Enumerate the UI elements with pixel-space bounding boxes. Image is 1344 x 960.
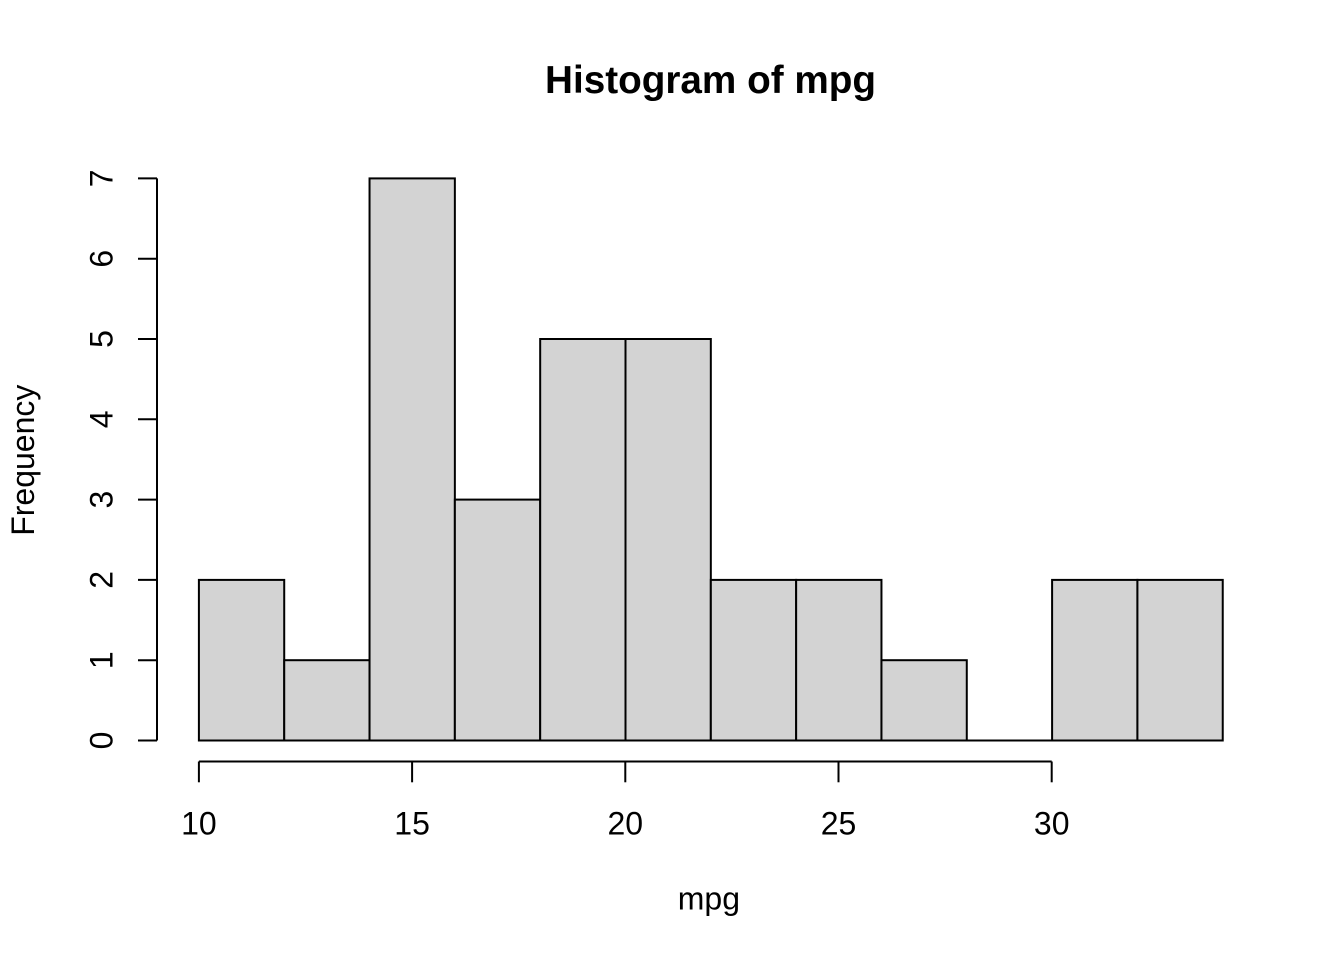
svg-text:7: 7 <box>83 170 119 188</box>
svg-text:Histogram of mpg: Histogram of mpg <box>545 59 876 102</box>
svg-text:5: 5 <box>83 330 119 348</box>
svg-text:2: 2 <box>83 571 119 589</box>
svg-text:4: 4 <box>83 410 119 428</box>
svg-text:1: 1 <box>83 651 119 669</box>
svg-text:3: 3 <box>83 491 119 509</box>
svg-text:20: 20 <box>608 805 644 841</box>
svg-text:6: 6 <box>83 250 119 268</box>
svg-text:mpg: mpg <box>678 881 740 917</box>
svg-text:30: 30 <box>1034 805 1070 841</box>
svg-text:15: 15 <box>394 805 430 841</box>
svg-text:Frequency: Frequency <box>5 385 41 536</box>
svg-text:25: 25 <box>821 805 857 841</box>
svg-text:0: 0 <box>83 732 119 750</box>
svg-text:10: 10 <box>181 805 217 841</box>
